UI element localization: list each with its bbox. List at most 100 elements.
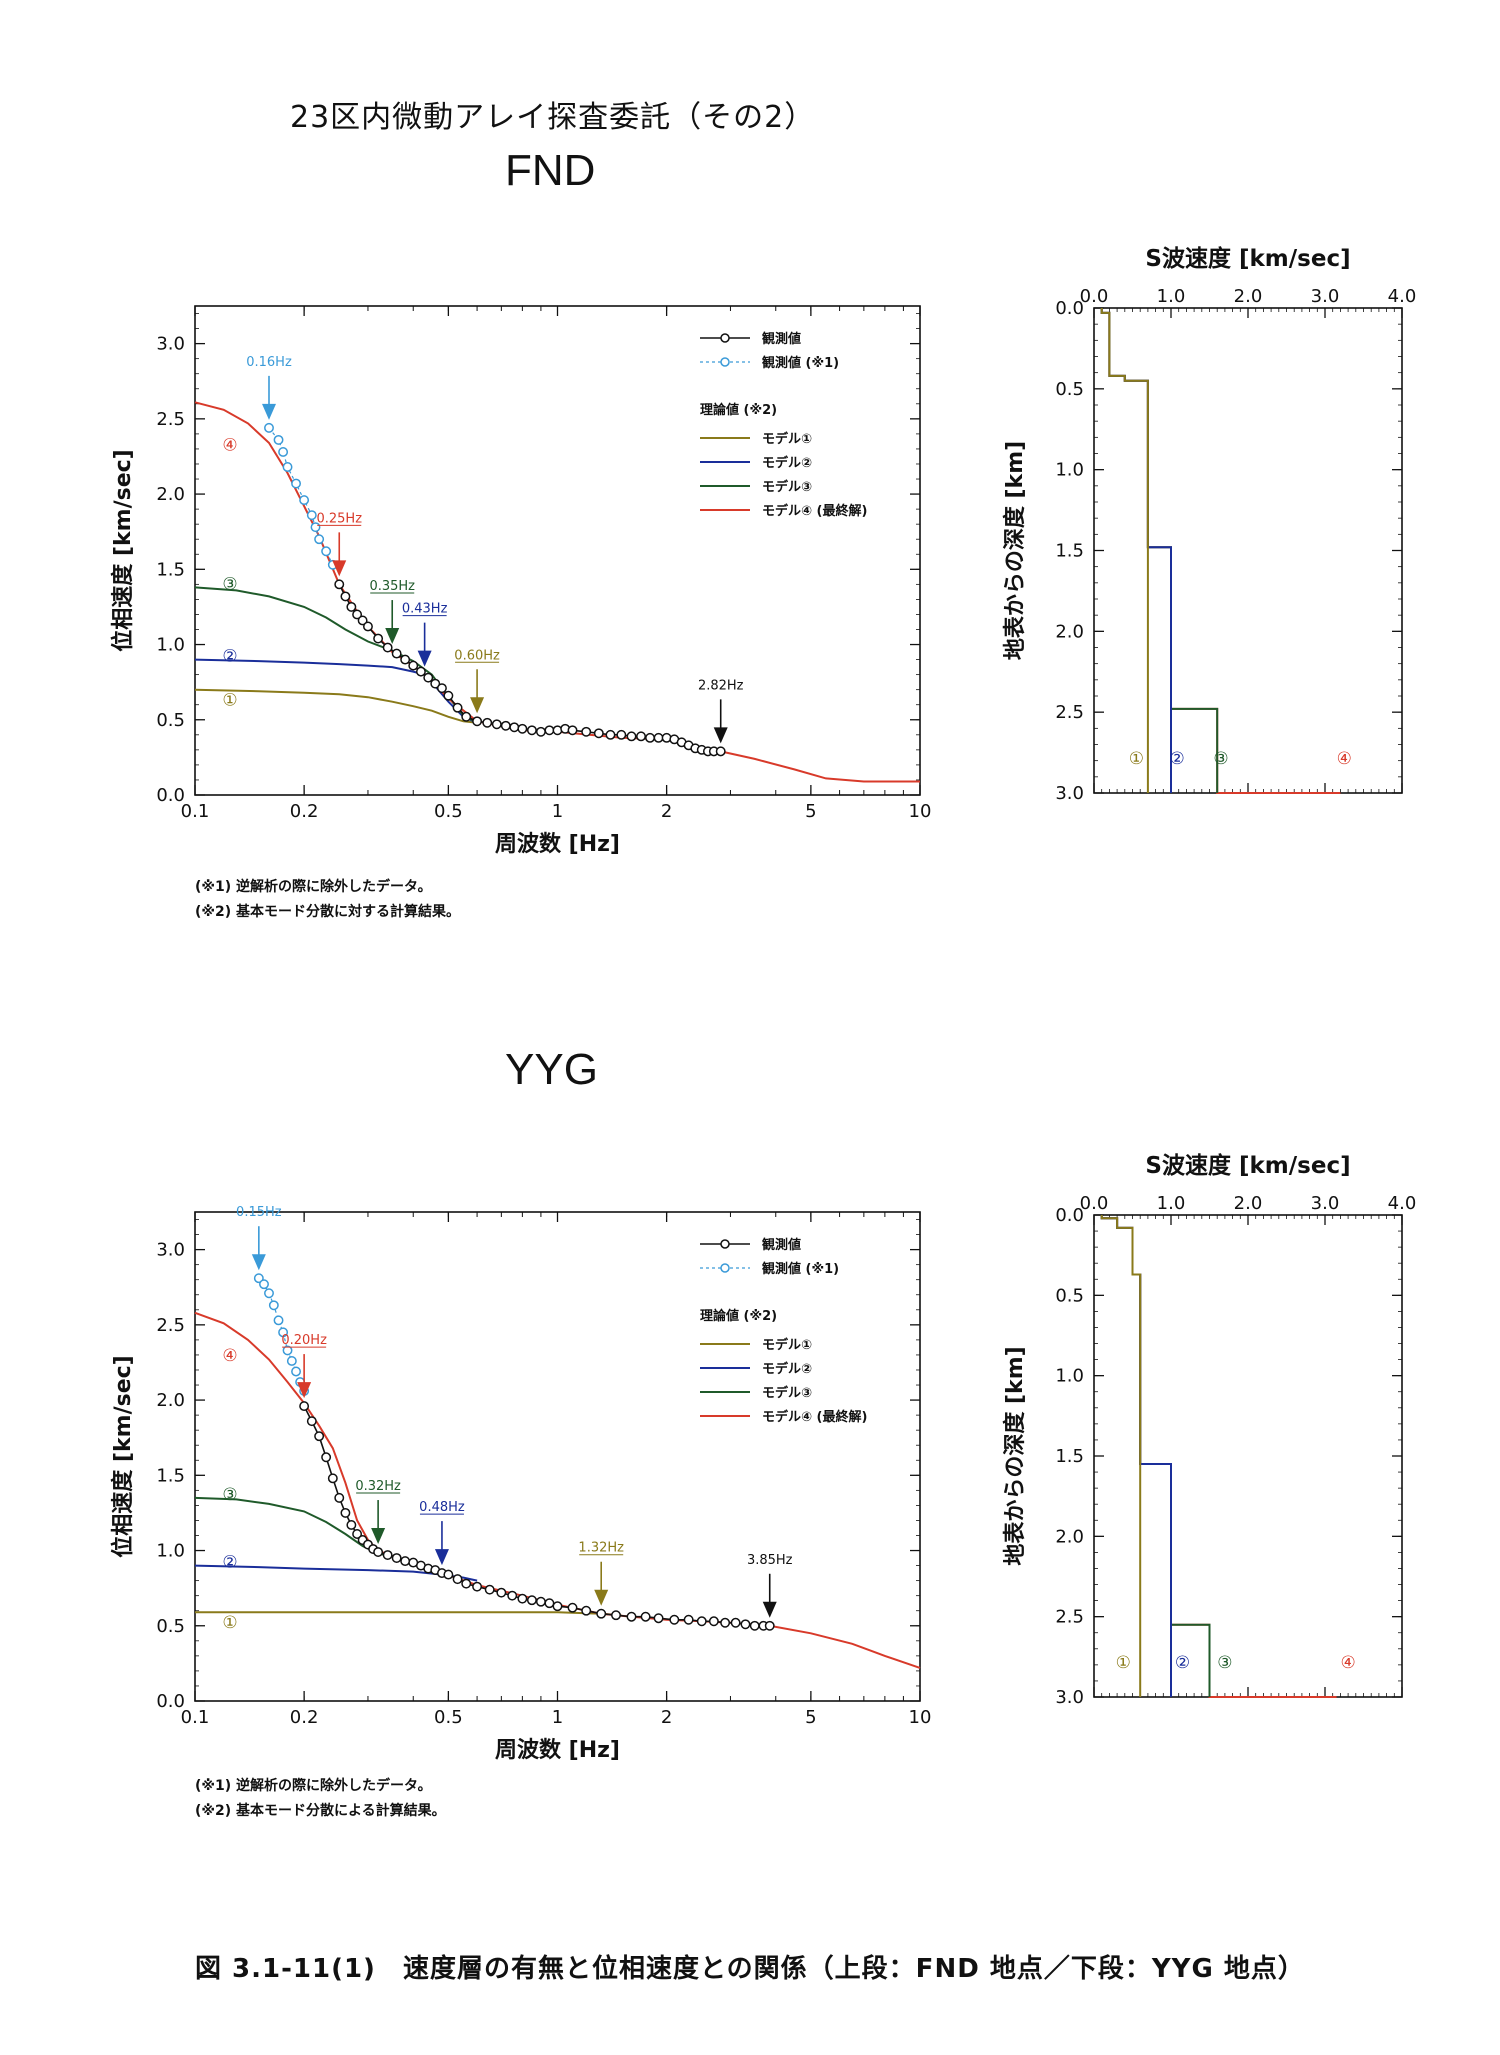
profile-model-marker-4: ④ bbox=[1340, 1653, 1355, 1673]
x-axis-label: 周波数 [Hz] bbox=[495, 1737, 620, 1763]
observed-data-point bbox=[544, 1598, 555, 1609]
profile-x-tick-label: 1.0 bbox=[1157, 1193, 1186, 1214]
frequency-label: 0.43Hz bbox=[402, 602, 448, 617]
legend-observed-label: 観測値 bbox=[761, 331, 801, 347]
legend-model-label-2: モデル② bbox=[762, 1361, 812, 1377]
observed-data-point bbox=[363, 621, 373, 632]
frequency-arrow-head bbox=[332, 560, 347, 577]
observed-data-point bbox=[306, 1416, 317, 1427]
observed-data-point bbox=[535, 1596, 546, 1607]
observed-data-point bbox=[715, 746, 726, 757]
y-tick-label: 2.0 bbox=[156, 1390, 185, 1411]
x-tick-label: 1 bbox=[552, 801, 563, 822]
observed-data-point bbox=[461, 711, 472, 722]
y-tick-label: 3.0 bbox=[156, 334, 185, 355]
excluded-data-point bbox=[291, 478, 301, 489]
y-tick-label: 1.5 bbox=[156, 559, 185, 580]
observed-data-point bbox=[334, 1492, 345, 1503]
fnd-note-2: (※2) 基本モード分散に対する計算結果。 bbox=[195, 904, 461, 920]
excluded-data-point bbox=[253, 1273, 264, 1284]
observed-data-point bbox=[299, 1401, 310, 1412]
y-tick-label: 2.5 bbox=[156, 409, 185, 430]
profile-y-tick-label: 1.0 bbox=[1055, 460, 1084, 481]
y-axis-label: 位相速度 [km/sec] bbox=[110, 1355, 136, 1557]
observed-data-point bbox=[352, 1529, 363, 1539]
excluded-data-point bbox=[306, 510, 317, 521]
observed-data-point bbox=[352, 609, 363, 620]
observed-data-point bbox=[626, 731, 637, 742]
profile-y-axis-label: 地表からの深度 [km] bbox=[1002, 441, 1028, 660]
y-tick-label: 0.0 bbox=[156, 1691, 185, 1712]
profile-model-marker-3: ③ bbox=[1217, 1653, 1232, 1673]
observed-data-point bbox=[482, 717, 493, 728]
observed-data-point bbox=[452, 702, 463, 713]
curve-marker-2: ② bbox=[222, 647, 237, 667]
profile-y-tick-label: 2.5 bbox=[1055, 702, 1084, 723]
observed-data-point bbox=[636, 731, 646, 742]
profile-y-tick-label: 2.0 bbox=[1055, 1526, 1084, 1547]
observed-data-point bbox=[423, 672, 434, 683]
model-curve-3 bbox=[194, 1496, 393, 1558]
observed-data-point bbox=[611, 1610, 621, 1621]
observed-data-point bbox=[400, 654, 411, 665]
observed-data-point bbox=[491, 719, 502, 730]
model-curve-1 bbox=[194, 688, 478, 724]
frequency-label: 0.16Hz bbox=[246, 355, 292, 370]
observed-data-point bbox=[517, 1593, 528, 1604]
profile-model-marker-4: ④ bbox=[1337, 749, 1352, 769]
observed-data-point bbox=[708, 1616, 719, 1627]
yyg-note-1: (※1) 逆解析の際に除外したデータ。 bbox=[195, 1778, 432, 1794]
observed-data-point bbox=[373, 1547, 384, 1557]
y-tick-label: 1.0 bbox=[156, 1541, 185, 1562]
legend-model-label-1: モデル① bbox=[762, 431, 812, 447]
x-tick-label: 0.1 bbox=[181, 801, 210, 822]
profile-x-tick-label: 0.0 bbox=[1080, 1193, 1109, 1214]
excluded-data-point bbox=[264, 1288, 274, 1299]
profile-y-tick-label: 3.0 bbox=[1055, 783, 1084, 804]
excluded-data-point bbox=[282, 462, 293, 472]
vs-profile-model-1 bbox=[1100, 308, 1149, 793]
observed-data-point bbox=[472, 716, 483, 727]
observed-data-point bbox=[452, 1574, 463, 1585]
profile-y-tick-label: 2.5 bbox=[1055, 1607, 1084, 1628]
observed-data-point bbox=[357, 615, 368, 626]
y-tick-label: 1.0 bbox=[156, 635, 185, 656]
plot-frame bbox=[194, 305, 921, 796]
observed-data-point bbox=[581, 726, 592, 737]
excluded-data-point bbox=[321, 546, 332, 557]
x-tick-label: 10 bbox=[909, 1707, 932, 1728]
frequency-arrow-head bbox=[762, 1601, 777, 1618]
legend-model-label-1: モデル① bbox=[762, 1337, 812, 1353]
y-tick-label: 0.5 bbox=[156, 1616, 185, 1637]
profile-y-tick-label: 0.5 bbox=[1055, 379, 1084, 400]
frequency-label: 0.32Hz bbox=[355, 1479, 401, 1494]
excluded-data-point bbox=[273, 1315, 284, 1326]
profile-x-tick-label: 4.0 bbox=[1388, 286, 1417, 307]
frequency-label: 3.85Hz bbox=[747, 1553, 793, 1568]
observed-data-point bbox=[605, 729, 616, 740]
fnd-velocity-profile-chart: S波速度 [km/sec] 地表からの深度 [km] 0.0 1.0 2.0 3.0 4.0… bbox=[1002, 245, 1416, 804]
profile-model-marker-1: ① bbox=[1116, 1653, 1131, 1673]
profile-x-tick-label: 0.0 bbox=[1080, 286, 1109, 307]
legend-excluded-label: 観測値 (※1) bbox=[761, 355, 839, 371]
frequency-label: 0.35Hz bbox=[369, 579, 415, 594]
frequency-label: 0.48Hz bbox=[419, 1500, 465, 1515]
legend-model-label-4: モデル④ (最終解) bbox=[762, 1409, 867, 1425]
x-tick-label: 0.2 bbox=[290, 1707, 319, 1728]
observed-data-point bbox=[653, 732, 664, 743]
observed-data-point bbox=[443, 690, 454, 701]
figure-caption: 図 3.1-11(1) 速度層の有無と位相速度との関係（上段：FND 地点／下段… bbox=[195, 1954, 1305, 1984]
profile-y-tick-label: 1.5 bbox=[1055, 1446, 1084, 1467]
observed-data-point bbox=[509, 722, 520, 733]
profile-title: S波速度 [km/sec] bbox=[1145, 245, 1350, 272]
observed-data-point bbox=[314, 1431, 325, 1442]
frequency-label: 2.82Hz bbox=[698, 678, 744, 693]
y-tick-label: 1.5 bbox=[156, 1465, 185, 1486]
observed-data-point bbox=[567, 1602, 578, 1613]
excluded-data-point bbox=[278, 446, 289, 457]
curve-marker-4: ④ bbox=[222, 435, 237, 455]
excluded-data-point bbox=[264, 422, 274, 433]
observed-data-point bbox=[382, 642, 393, 653]
yyg-note-2: (※2) 基本モード分散による計算結果。 bbox=[195, 1803, 446, 1819]
vs-profile-model-1 bbox=[1100, 1215, 1142, 1697]
